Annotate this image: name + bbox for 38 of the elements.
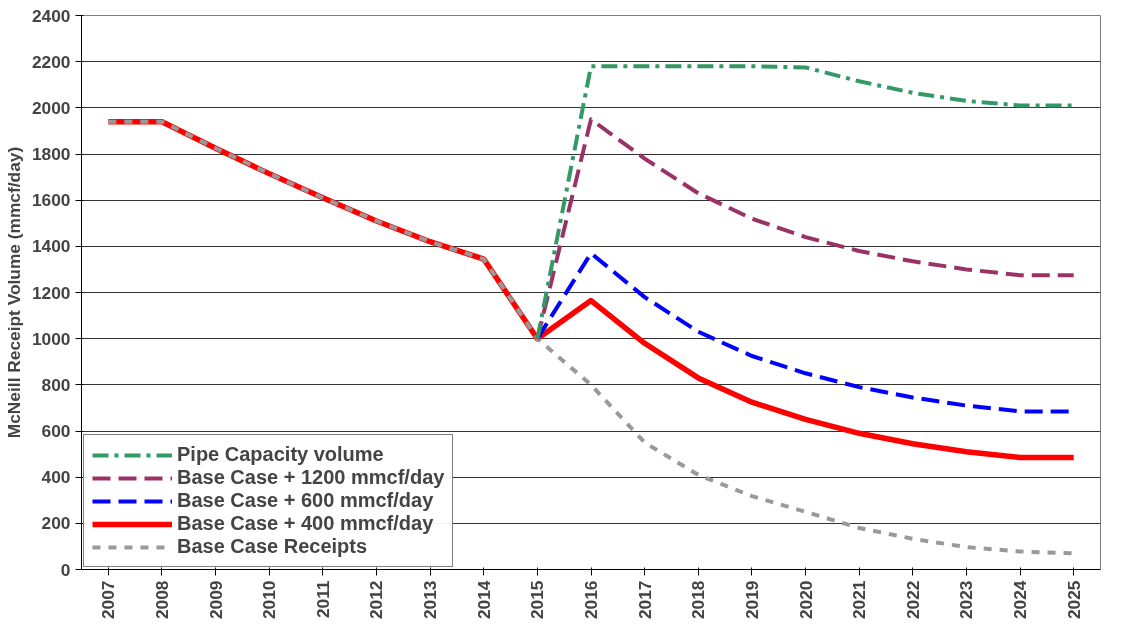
x-tick-label: 2007 bbox=[98, 580, 119, 620]
x-tick-label: 2025 bbox=[1063, 580, 1084, 620]
x-tick-label: 2020 bbox=[795, 580, 816, 620]
legend-label: Base Case + 600 mmcf/day bbox=[177, 489, 434, 512]
y-tick-label: 2000 bbox=[31, 97, 71, 118]
x-tick-label: 2017 bbox=[634, 580, 655, 620]
legend-label: Base Case + 1200 mmcf/day bbox=[177, 466, 445, 489]
legend-label: Base Case Receipts bbox=[177, 535, 368, 558]
y-axis-title: McNeill Receipt Volume (mmcf/day) bbox=[3, 146, 24, 439]
x-tick-label: 2023 bbox=[956, 580, 977, 620]
legend-label: Base Case + 400 mmcf/day bbox=[177, 512, 434, 535]
x-tick-label: 2018 bbox=[688, 580, 709, 620]
y-tick-label: 400 bbox=[41, 467, 71, 488]
x-tick-label: 2024 bbox=[1010, 580, 1031, 620]
x-tick-label: 2021 bbox=[849, 580, 870, 620]
x-tick-label: 2015 bbox=[527, 580, 548, 620]
y-tick-label: 2400 bbox=[31, 5, 71, 26]
y-tick-label: 600 bbox=[41, 421, 71, 441]
x-tick-label: 2014 bbox=[473, 580, 494, 620]
x-tick-label: 2016 bbox=[581, 580, 601, 620]
y-tick-label: 1400 bbox=[31, 236, 71, 257]
x-tick-label: 2009 bbox=[205, 580, 226, 620]
x-tick-label: 2019 bbox=[741, 580, 762, 620]
y-tick-label: 1600 bbox=[31, 190, 71, 211]
legend-label: Pipe Capacity volume bbox=[177, 443, 384, 466]
x-tick-label: 2010 bbox=[259, 580, 280, 620]
x-tick-label: 2008 bbox=[151, 580, 172, 620]
y-tick-label: 800 bbox=[41, 374, 71, 395]
x-tick-label: 2013 bbox=[420, 580, 441, 620]
y-tick-label: 0 bbox=[60, 559, 71, 580]
y-tick-label: 2200 bbox=[31, 51, 71, 72]
x-tick-label: 2011 bbox=[312, 580, 333, 619]
y-tick-label: 1200 bbox=[31, 282, 71, 303]
y-tick-label: 1800 bbox=[31, 144, 71, 164]
y-tick-label: 200 bbox=[41, 513, 71, 534]
x-tick-label: 2022 bbox=[902, 580, 923, 620]
y-tick-label: 1000 bbox=[31, 328, 71, 349]
x-tick-label: 2012 bbox=[366, 580, 387, 620]
